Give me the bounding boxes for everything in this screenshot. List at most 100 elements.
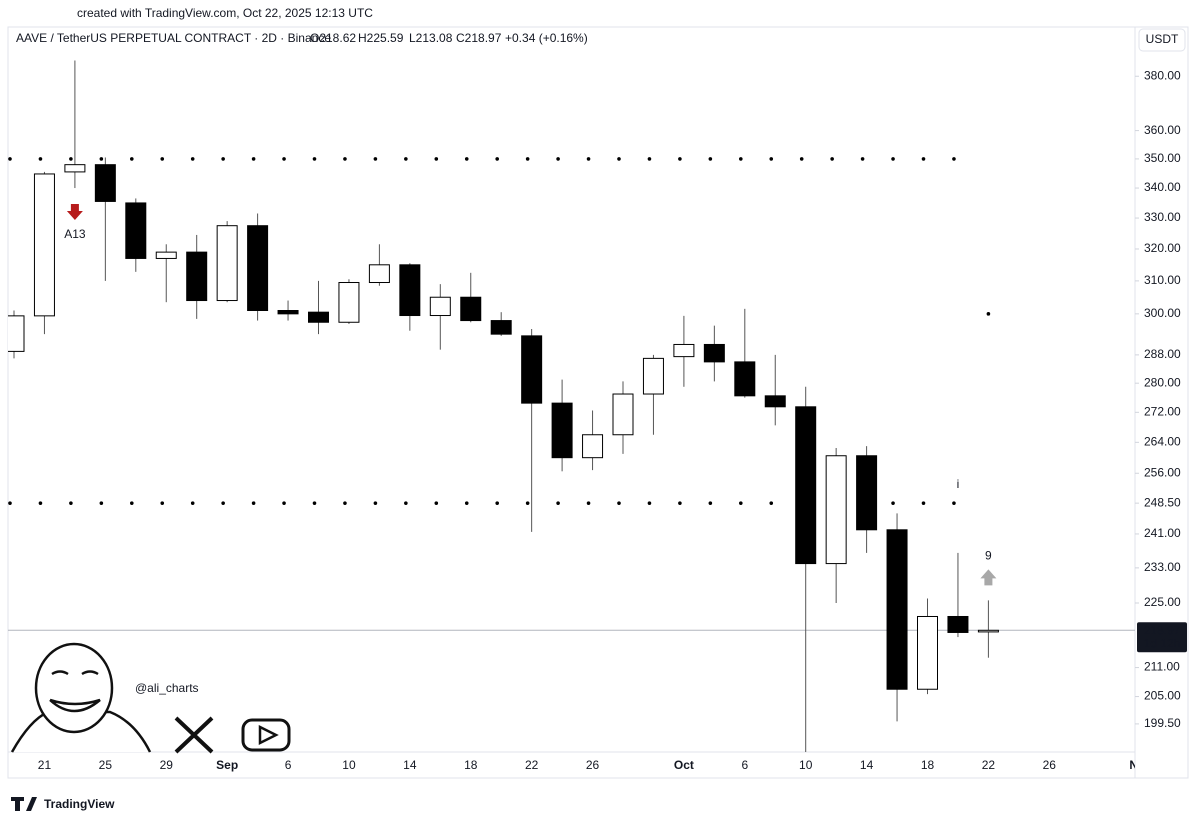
- y-tick-label: 330.00: [1144, 210, 1181, 224]
- x-tick-label: 6: [285, 758, 292, 772]
- ohlc-open: O218.62: [310, 31, 356, 45]
- candle-body: [399, 264, 421, 317]
- avatar-eyes: [51, 670, 99, 676]
- candle-body: [277, 310, 299, 315]
- x-tick-label: 22: [982, 758, 996, 772]
- y-tick-label: 360.00: [1144, 123, 1181, 137]
- brand-logo: [11, 797, 37, 811]
- annotation: A13: [64, 227, 86, 241]
- avatar-smile: [49, 698, 101, 713]
- plot: A13 9 i: [8, 60, 1135, 752]
- y-tick-label: 264.00: [1144, 435, 1181, 449]
- candle-body: [125, 202, 147, 259]
- annotation: i: [957, 477, 960, 491]
- frame: [7, 26, 1189, 779]
- candle-body: [94, 164, 116, 202]
- x-tick-label: 14: [403, 758, 417, 772]
- candle-body: [947, 615, 969, 633]
- price-tag-countdown: 1d 12h: [1144, 636, 1181, 650]
- y-tick-label: 233.00: [1144, 560, 1181, 574]
- y-tick-label: 205.00: [1144, 689, 1181, 703]
- candle-body: [490, 320, 512, 335]
- y-tick-label: 225.00: [1144, 595, 1181, 609]
- y-tick-label: 280.00: [1144, 375, 1181, 389]
- y-tick-label: 380.00: [1144, 68, 1181, 82]
- candle-body: [460, 296, 482, 322]
- x-tick-label: 26: [1043, 758, 1057, 772]
- candle-body: [734, 361, 756, 397]
- y-tick-label: 248.50: [1144, 495, 1181, 509]
- candle-body: [856, 455, 878, 531]
- x-icon: [174, 716, 214, 754]
- x-tick-label: 22: [525, 758, 539, 772]
- candle-body: [338, 282, 360, 323]
- watermark: @ali_charts: [135, 681, 199, 695]
- candle-body: [368, 264, 390, 284]
- candle-body: [8, 315, 25, 352]
- y-tick-label: 288.00: [1144, 347, 1181, 361]
- y-tick-label: 211.00: [1144, 660, 1180, 674]
- candle-body: [764, 395, 786, 408]
- annotation: 9: [985, 549, 992, 563]
- x-tick-label: 18: [921, 758, 935, 772]
- signal-arrow: [66, 204, 83, 221]
- y-tick-label: 310.00: [1144, 273, 1181, 287]
- candle-body: [612, 393, 634, 436]
- brand-name: TradingView: [44, 797, 115, 811]
- candle-body: [795, 406, 817, 565]
- x-tick-label: Oct: [674, 758, 694, 772]
- x-tick-label: 18: [464, 758, 478, 772]
- currency-label[interactable]: USDT: [1146, 32, 1179, 46]
- ohlc-change: +0.34 (+0.16%): [505, 31, 588, 45]
- candle-body: [186, 251, 208, 302]
- x-tick-label: Nov: [1129, 758, 1152, 772]
- y-tick-label: 340.00: [1144, 180, 1181, 194]
- ohlc-legend: O218.62 H225.59 L213.08 C218.97 +0.34 (+…: [310, 31, 588, 45]
- y-tick-label: 272.00: [1144, 405, 1181, 419]
- candle-body: [247, 225, 269, 312]
- ohlc-close: C218.97: [456, 31, 502, 45]
- candle-body: [642, 357, 664, 395]
- signal-arrow: [980, 569, 997, 586]
- candle-body: [886, 529, 908, 690]
- x-tick-label: 14: [860, 758, 874, 772]
- candle-body: [216, 225, 238, 302]
- x-tick-label: 26: [586, 758, 600, 772]
- candle-body: [917, 615, 938, 690]
- x-tick-label: 21: [38, 758, 52, 772]
- time-axis: 21 25 29 Sep 6 10 14 18 22 26 Oct 6 10 14 18 22 26 Nov: [38, 758, 1152, 772]
- price-tag-value: 218.97: [1144, 623, 1181, 637]
- created-note: created with TradingView.com, Oct 22, 20…: [77, 6, 373, 20]
- x-tick-label: Sep: [216, 758, 238, 772]
- candle-body: [308, 311, 329, 323]
- ohlc-high: H225.59: [358, 31, 404, 45]
- candle-body: [551, 402, 573, 459]
- y-tick-label: 199.50: [1144, 716, 1181, 730]
- y-tick-label: 350.00: [1144, 151, 1181, 165]
- candle-body: [521, 335, 543, 404]
- chart-title: AAVE / TetherUS PERPETUAL CONTRACT · 2D …: [16, 31, 331, 45]
- x-tick-label: 6: [741, 758, 748, 772]
- youtube-icon: [241, 718, 291, 752]
- candle-body: [825, 455, 847, 565]
- avatar: [10, 642, 152, 753]
- candle-body: [155, 251, 177, 259]
- candle-body: [64, 164, 86, 173]
- y-tick-label: 241.00: [1144, 526, 1181, 540]
- candle-body: [703, 343, 725, 363]
- candle-body: [673, 343, 695, 358]
- y-tick-label: 300.00: [1144, 306, 1181, 320]
- candle-body: [977, 629, 999, 633]
- x-tick-label: 29: [160, 758, 174, 772]
- candle-body: [429, 296, 451, 317]
- price-tag: [1137, 622, 1187, 653]
- dotted-point: [986, 312, 991, 316]
- candle-body: [582, 434, 604, 459]
- ohlc-low: L213.08: [409, 31, 453, 45]
- candle-body: [33, 173, 55, 317]
- currency-button[interactable]: [1138, 28, 1186, 52]
